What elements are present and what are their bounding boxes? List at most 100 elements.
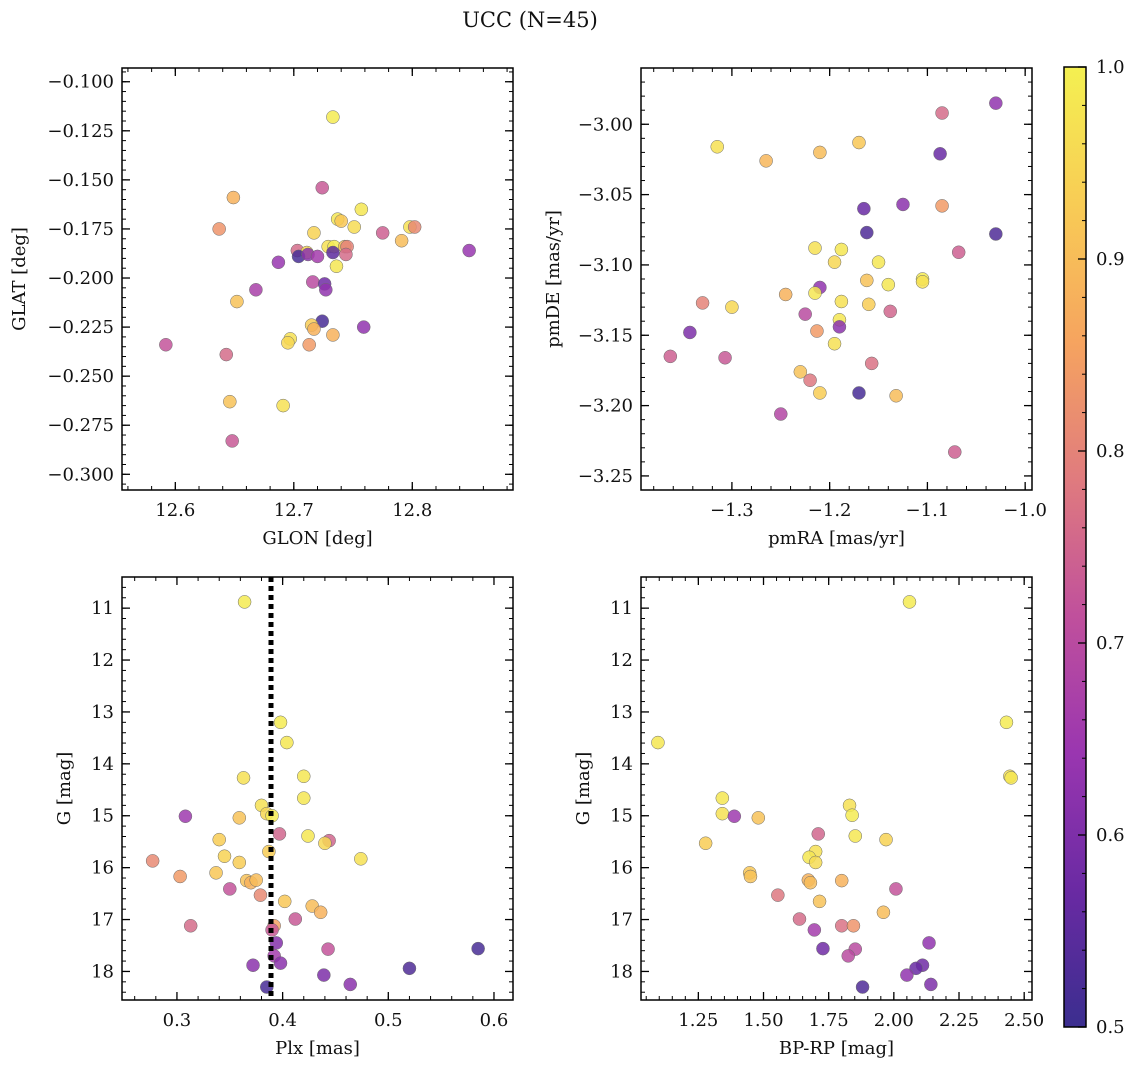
y-tick-label: −0.100 xyxy=(47,72,114,93)
data-point xyxy=(935,106,949,120)
data-point xyxy=(145,854,160,868)
data-point xyxy=(347,220,361,234)
data-point xyxy=(827,255,842,269)
data-point xyxy=(223,394,237,409)
data-point xyxy=(249,873,263,887)
data-point xyxy=(834,919,849,933)
data-point xyxy=(246,958,260,972)
y-tick-label: −3.05 xyxy=(578,185,633,206)
colorbar-frame xyxy=(1063,66,1087,1028)
y-tick-label: −0.175 xyxy=(47,219,114,240)
y-tick-label: 16 xyxy=(610,858,633,879)
data-point xyxy=(209,866,223,880)
x-tick-label: 12.6 xyxy=(155,500,195,521)
data-point xyxy=(922,936,936,950)
data-point xyxy=(319,283,333,297)
data-point xyxy=(841,949,855,963)
data-point xyxy=(297,769,311,784)
data-point xyxy=(334,214,348,228)
colorbar-tick-label: 0.9 xyxy=(1096,249,1125,270)
x-axis-label: GLON [deg] xyxy=(262,528,372,549)
axes-frame xyxy=(640,576,1033,1001)
y-tick-label: −3.00 xyxy=(578,114,633,135)
colorbar-tick-label: 0.5 xyxy=(1096,1017,1125,1038)
y-tick-label: −0.275 xyxy=(47,415,114,436)
data-point xyxy=(808,241,822,255)
data-point xyxy=(281,336,295,350)
x-tick-label: −1.3 xyxy=(710,500,754,521)
data-point xyxy=(879,832,893,847)
data-point xyxy=(277,894,292,909)
y-tick-label: 18 xyxy=(91,961,114,982)
data-point xyxy=(302,338,316,352)
x-tick-label: 12.7 xyxy=(274,500,314,521)
data-point xyxy=(774,407,788,421)
colorbar: 0.5 0.6 0.7 0.8 0.9 1.0 xyxy=(1063,57,1125,1038)
panel-glon-glat: 12.6 12.7 12.8 −0.100 −0.125 −0.150 −0.175 −0.2… xyxy=(9,67,514,549)
data-point xyxy=(883,304,898,319)
data-point xyxy=(948,445,962,459)
y-tick-label: 17 xyxy=(610,910,633,931)
x-tick-label: 12.8 xyxy=(392,500,432,521)
data-point xyxy=(725,300,739,314)
colorbar-tick-label: 0.8 xyxy=(1096,441,1125,462)
data-point xyxy=(326,110,340,124)
data-point xyxy=(771,888,785,902)
data-point xyxy=(759,154,773,168)
data-point xyxy=(857,201,871,216)
colorbar-tick-label: 0.6 xyxy=(1096,825,1125,846)
data-point xyxy=(909,961,923,976)
data-point xyxy=(718,351,732,365)
data-point xyxy=(715,806,730,821)
data-point xyxy=(232,811,247,825)
data-point xyxy=(811,827,826,841)
data-point xyxy=(896,197,910,212)
data-point xyxy=(329,259,344,273)
data-point xyxy=(354,202,369,217)
data-point xyxy=(339,247,353,262)
data-point xyxy=(226,190,241,205)
data-point xyxy=(935,199,949,213)
x-tick-label: −1.1 xyxy=(906,500,950,521)
y-tick-label: 16 xyxy=(91,858,114,879)
data-point xyxy=(832,320,847,334)
panel-plx-g: 0.3 0.4 0.5 0.6 11 12 13 14 15 16 17 18 Plx [mas] G [… xyxy=(54,576,514,1059)
y-tick-label: 11 xyxy=(91,598,114,619)
data-point xyxy=(232,855,247,870)
data-point xyxy=(318,836,332,851)
data-point xyxy=(902,595,917,609)
data-point xyxy=(778,287,793,302)
y-tick-label: −0.150 xyxy=(47,170,114,191)
data-point xyxy=(237,595,252,609)
x-tick-label: 2.00 xyxy=(874,1010,914,1031)
data-point xyxy=(310,249,325,264)
data-point xyxy=(326,245,340,260)
data-point xyxy=(212,832,226,847)
colorbar-gradient xyxy=(1064,67,1086,1027)
data-point xyxy=(715,791,730,805)
axes-frame xyxy=(640,67,1033,491)
data-point xyxy=(315,180,329,195)
data-point xyxy=(989,96,1003,110)
data-point xyxy=(827,336,842,351)
data-point xyxy=(848,829,863,843)
data-point xyxy=(807,923,822,937)
y-tick-label: 12 xyxy=(91,650,114,671)
data-point xyxy=(375,226,390,240)
data-point xyxy=(816,941,830,956)
data-point xyxy=(792,912,807,926)
data-point xyxy=(307,322,321,336)
y-tick-label: 14 xyxy=(610,754,633,775)
y-tick-label: 18 xyxy=(610,961,633,982)
data-point xyxy=(834,873,849,888)
y-tick-label: 14 xyxy=(91,754,114,775)
data-point xyxy=(288,912,303,926)
data-point xyxy=(273,715,288,730)
data-point xyxy=(217,849,232,863)
data-point xyxy=(249,283,263,297)
data-point xyxy=(462,243,476,258)
y-tick-label: −0.125 xyxy=(47,121,114,142)
x-tick-label: 2.50 xyxy=(1004,1010,1044,1031)
y-axis-label: G [mag] xyxy=(573,752,594,825)
